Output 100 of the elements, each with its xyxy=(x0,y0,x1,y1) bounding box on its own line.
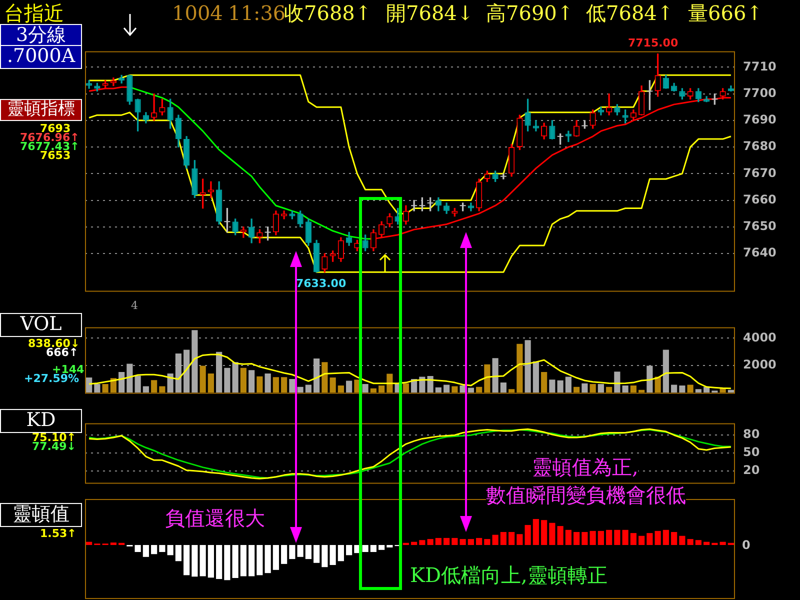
text: 1.53↑ xyxy=(40,527,76,541)
text: KD xyxy=(0,409,82,433)
bar xyxy=(411,542,418,545)
bar xyxy=(614,530,620,545)
text: .7000A xyxy=(0,45,82,69)
bar xyxy=(338,386,344,393)
bar xyxy=(565,530,572,545)
bar xyxy=(370,544,376,552)
bar xyxy=(549,522,556,545)
bar xyxy=(305,544,312,560)
text: 靈頓指標 xyxy=(0,99,82,121)
annotation: 數值瞬間變負機會很低 xyxy=(486,483,686,507)
y-tick-label: 7690 xyxy=(743,112,776,127)
bar xyxy=(532,519,539,545)
bar xyxy=(94,384,100,393)
bar xyxy=(134,544,141,552)
bar xyxy=(159,544,166,552)
y-tick-label: 7660 xyxy=(743,192,776,206)
y-tick-label: 7710 xyxy=(743,59,776,74)
bar xyxy=(264,374,271,393)
text: 3分線 xyxy=(0,24,82,48)
bar xyxy=(630,386,636,393)
bar xyxy=(557,526,564,545)
bar xyxy=(476,386,482,393)
text: 0 xyxy=(742,538,750,553)
text: 收7688↑ xyxy=(284,1,372,25)
bar xyxy=(492,534,498,545)
bar xyxy=(289,378,296,393)
y-tick-label: 7680 xyxy=(743,139,776,154)
bar xyxy=(582,532,588,545)
candlestick xyxy=(500,173,507,180)
bar xyxy=(574,532,580,545)
bar xyxy=(695,540,702,545)
bar xyxy=(102,384,108,393)
bar xyxy=(192,544,198,577)
bar xyxy=(362,384,368,393)
text: +27.59% xyxy=(24,372,80,386)
bar xyxy=(200,366,206,393)
bar xyxy=(557,380,564,393)
bar xyxy=(452,538,458,545)
bar xyxy=(314,358,320,393)
y-tick-label: 20 xyxy=(743,463,760,478)
bar xyxy=(492,358,498,393)
bar xyxy=(402,383,409,393)
text: 量666↑ xyxy=(688,1,763,25)
bar xyxy=(159,386,166,393)
bar xyxy=(516,534,523,545)
bar xyxy=(297,544,304,557)
bar xyxy=(606,530,612,545)
bar xyxy=(167,544,174,556)
bar xyxy=(346,544,352,556)
bar xyxy=(330,377,336,393)
bar xyxy=(435,387,442,393)
text: 77.49↓ xyxy=(32,440,76,454)
text: 666↑ xyxy=(46,346,78,360)
bar xyxy=(541,372,548,393)
bar xyxy=(671,384,678,393)
bar xyxy=(532,361,539,393)
annotation: 7715.00 xyxy=(628,36,678,50)
bar xyxy=(484,539,490,545)
bar xyxy=(314,544,320,563)
text: 開7684↓ xyxy=(386,1,474,25)
bar xyxy=(704,542,710,545)
bar xyxy=(208,544,214,578)
bar xyxy=(460,539,466,545)
bar xyxy=(240,368,246,393)
bar xyxy=(671,532,678,545)
bar xyxy=(338,544,344,562)
y-tick-label: 4000 xyxy=(743,330,776,344)
text: 高7690↑ xyxy=(486,1,574,25)
bar xyxy=(427,539,434,545)
bar xyxy=(654,530,661,545)
bar xyxy=(687,384,694,393)
bar xyxy=(662,530,669,545)
bar xyxy=(346,380,352,393)
bar xyxy=(598,530,604,545)
bar xyxy=(444,384,450,393)
text: 1004 xyxy=(172,1,223,25)
bar xyxy=(224,368,230,393)
y-tick-label: 50 xyxy=(743,445,760,460)
bar xyxy=(500,382,506,393)
text: 低7684↑ xyxy=(586,1,674,25)
bar xyxy=(435,538,442,545)
bar xyxy=(248,544,255,576)
bar xyxy=(134,376,141,393)
bar xyxy=(192,330,198,393)
bar xyxy=(322,544,328,568)
bar xyxy=(508,389,515,393)
bar xyxy=(378,386,385,393)
bar xyxy=(297,386,304,393)
text: 11:36 xyxy=(228,1,286,25)
bar xyxy=(484,364,490,393)
bar xyxy=(590,530,596,545)
bar xyxy=(679,386,686,393)
bar xyxy=(378,544,385,550)
bar xyxy=(240,544,246,576)
bar xyxy=(574,386,580,393)
annotation: 靈頓值為正, xyxy=(532,455,638,479)
bar xyxy=(468,539,474,545)
bar xyxy=(598,384,604,393)
